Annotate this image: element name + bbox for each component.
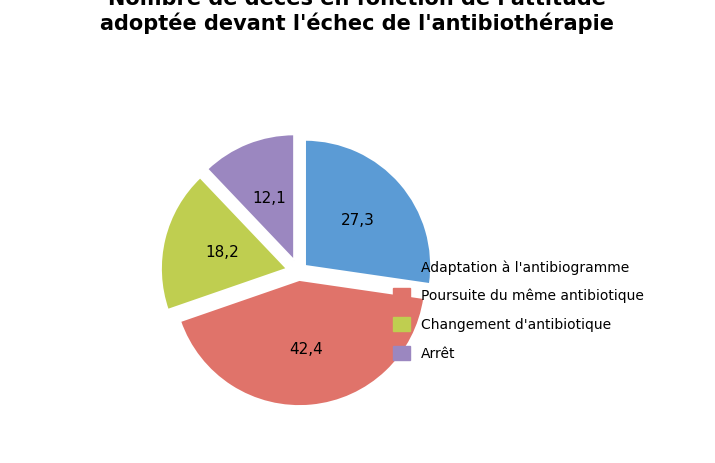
Text: 42,4: 42,4 [289,342,322,357]
Title: Nombre de décès en fonction de l'attitude
adoptée devant l'échec de l'antibiothé: Nombre de décès en fonction de l'attitud… [101,0,614,34]
Wedge shape [207,134,294,261]
Text: 12,1: 12,1 [252,191,287,206]
Wedge shape [161,177,287,310]
Text: 27,3: 27,3 [341,213,375,228]
Legend: Adaptation à l'antibiogramme, Poursuite du même antibiotique, Changement d'antib: Adaptation à l'antibiogramme, Poursuite … [386,253,651,368]
Text: 18,2: 18,2 [206,245,240,261]
Wedge shape [180,280,424,406]
Wedge shape [305,140,431,284]
